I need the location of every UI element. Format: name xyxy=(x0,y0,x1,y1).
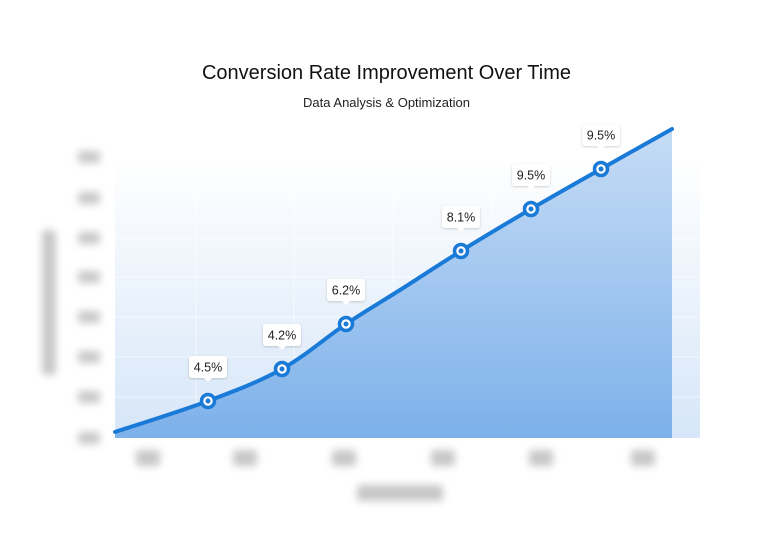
x-tick-label-blurred xyxy=(332,450,356,466)
x-tick-label-blurred xyxy=(431,450,455,466)
data-marker-dot xyxy=(343,321,349,327)
blurred-axes xyxy=(42,151,655,501)
data-label-pointer xyxy=(342,301,350,305)
y-tick-label-blurred xyxy=(78,232,100,244)
data-marker-dot xyxy=(528,206,534,212)
x-tick-label-blurred xyxy=(136,450,160,466)
data-label-box xyxy=(189,356,227,378)
data-point: 9.5% xyxy=(512,164,550,218)
y-tick-label-blurred xyxy=(78,311,100,323)
data-label-pointer xyxy=(597,146,605,150)
data-label: 9.5% xyxy=(517,169,546,183)
data-point: 4.2% xyxy=(263,324,301,378)
x-tick-label-blurred xyxy=(631,450,655,466)
data-point: 4.5% xyxy=(189,356,227,410)
y-tick-label-blurred xyxy=(78,271,100,283)
y-tick-label-blurred xyxy=(78,351,100,363)
data-label: 4.5% xyxy=(194,361,223,375)
data-label-pointer xyxy=(278,346,286,350)
data-label-box xyxy=(263,324,301,346)
y-tick-label-blurred xyxy=(78,391,100,403)
chart-title: Conversion Rate Improvement Over Time xyxy=(201,62,572,84)
data-label-box xyxy=(582,124,620,146)
data-label: 4.2% xyxy=(268,329,297,343)
data-label-pointer xyxy=(204,378,212,382)
data-point: 6.2% xyxy=(327,279,365,333)
data-label-box xyxy=(442,206,480,228)
data-marker-dot xyxy=(598,166,604,172)
data-point: 9.5% xyxy=(582,124,620,178)
y-axis-label-blurred xyxy=(42,230,56,375)
data-label-box xyxy=(327,279,365,301)
data-label-pointer xyxy=(527,186,535,190)
data-label: 9.5% xyxy=(587,129,616,143)
y-tick-label-blurred xyxy=(78,151,100,163)
data-marker-dot xyxy=(205,398,211,404)
chart-subtitle: Data Analysis & Optimization xyxy=(303,95,470,110)
data-label: 6.2% xyxy=(332,284,361,298)
data-marker-dot xyxy=(279,366,285,372)
y-tick-label-blurred xyxy=(78,192,100,204)
data-label-pointer xyxy=(457,228,465,232)
area-fill xyxy=(115,129,672,438)
x-axis-label-blurred xyxy=(357,485,443,501)
data-point: 8.1% xyxy=(442,206,480,260)
x-tick-label-blurred xyxy=(529,450,553,466)
data-label: 8.1% xyxy=(447,211,476,225)
data-label-box xyxy=(512,164,550,186)
x-tick-label-blurred xyxy=(233,450,257,466)
series-line xyxy=(113,127,674,434)
y-tick-label-blurred xyxy=(78,432,100,444)
data-marker-dot xyxy=(458,248,464,254)
